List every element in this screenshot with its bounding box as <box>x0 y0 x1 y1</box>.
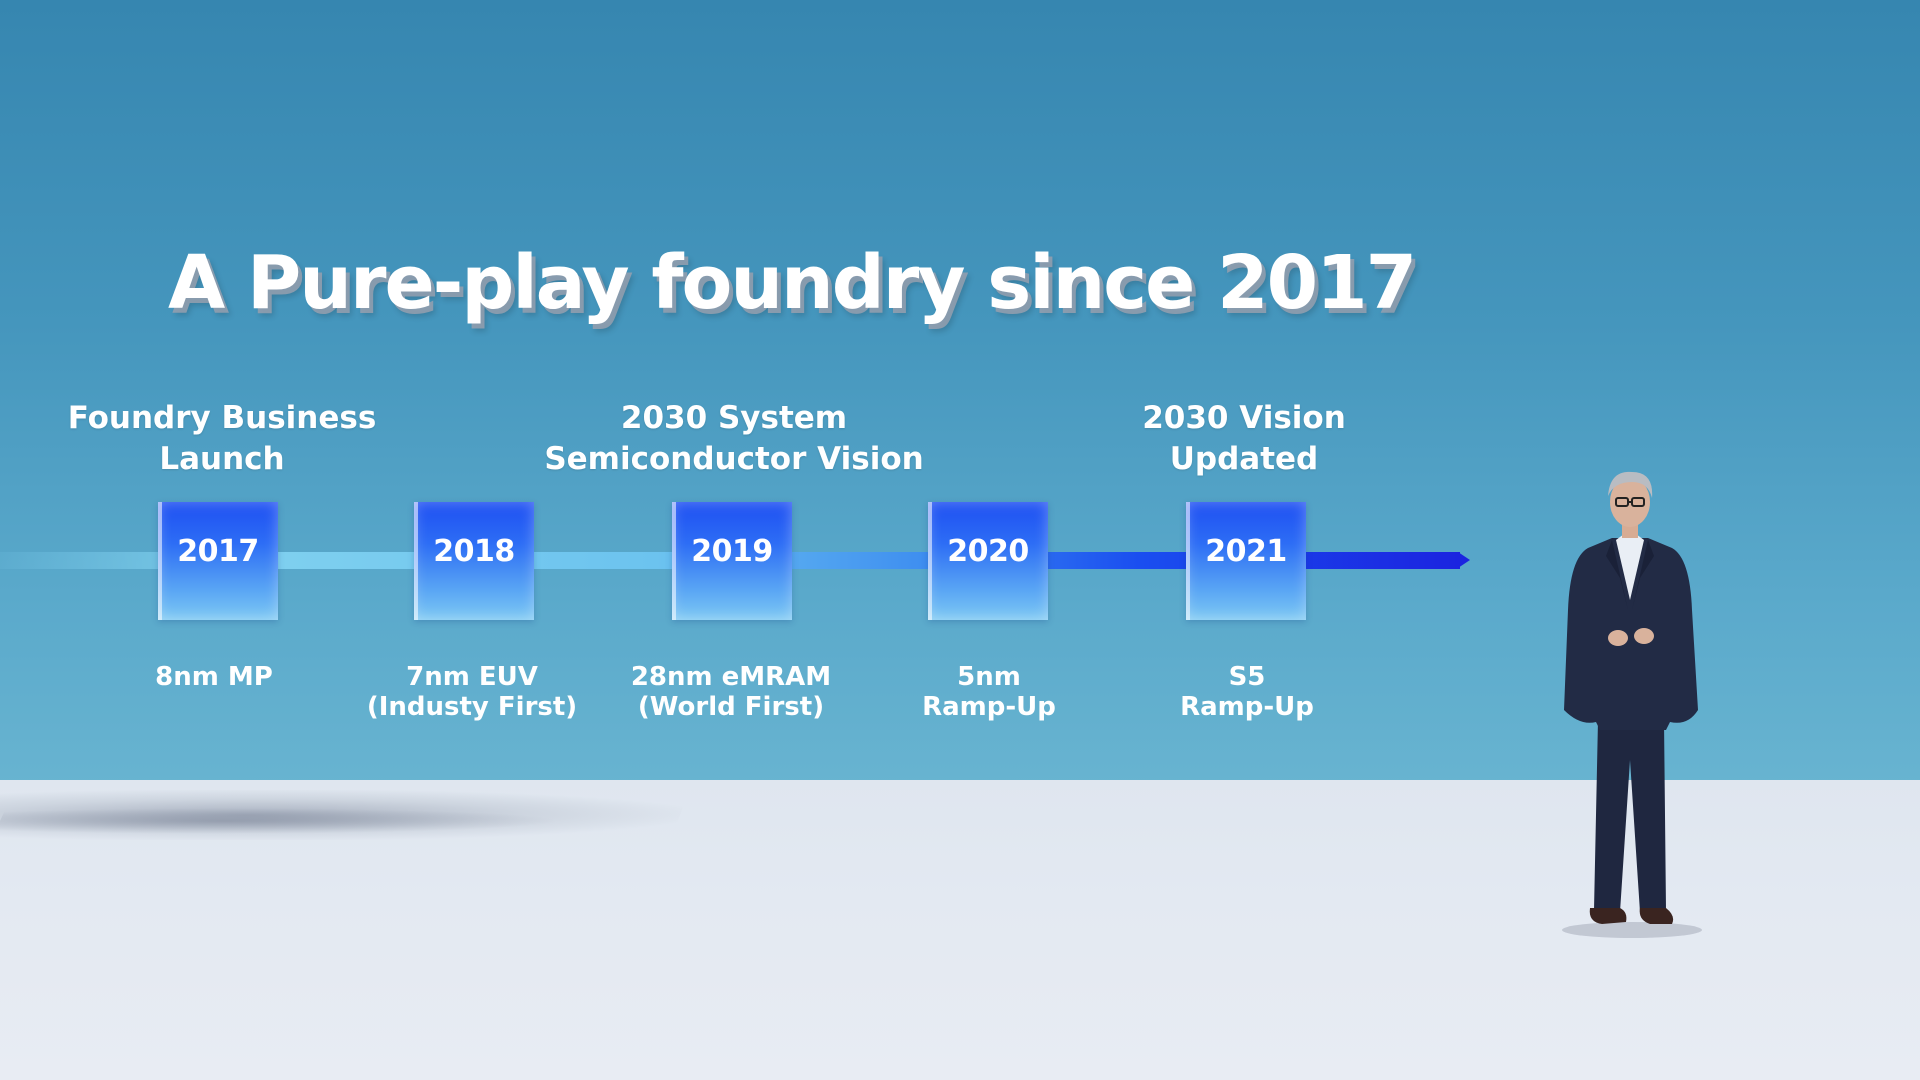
year-label: 2021 <box>1205 534 1287 569</box>
event-line2: Ramp-Up <box>922 692 1056 722</box>
event-line1: 28nm eMRAM <box>630 662 832 692</box>
event-line1: S5 <box>1228 662 1266 692</box>
presenter-figure <box>1562 471 1702 938</box>
milestone-line1: 2030 Vision <box>1142 400 1346 436</box>
year-box-2018: 2018 <box>414 502 534 620</box>
event-line1: 8nm MP <box>155 662 273 692</box>
slide-title: A Pure-play foundry since 2017 <box>168 240 1417 326</box>
event-label-2018: 7nm EUV (Industy First) <box>322 662 622 722</box>
event-line2: Ramp-Up <box>1180 692 1314 722</box>
event-line2: (Industy First) <box>366 692 578 722</box>
event-line1: 5nm <box>957 662 1021 692</box>
year-label: 2020 <box>947 534 1029 569</box>
year-label: 2018 <box>433 534 515 569</box>
year-label: 2017 <box>177 534 259 569</box>
milestone-line2: Updated <box>1169 441 1319 477</box>
year-box-2020: 2020 <box>928 502 1048 620</box>
milestone-label-2019: 2030 System Semiconductor Vision <box>544 398 924 480</box>
milestone-label-2017: Foundry Business Launch <box>32 398 412 480</box>
year-label: 2019 <box>691 534 773 569</box>
floor-shadow-inner <box>0 808 567 834</box>
event-label-2020: 5nm Ramp-Up <box>839 662 1139 722</box>
event-label-2017: 8nm MP <box>64 662 364 692</box>
event-line1: 7nm EUV <box>406 662 538 692</box>
year-box-2017: 2017 <box>158 502 278 620</box>
milestone-line1: 2030 System <box>620 400 848 436</box>
milestone-line1: Foundry Business <box>67 400 377 436</box>
event-line2: (World First) <box>637 692 825 722</box>
event-label-2021: S5 Ramp-Up <box>1097 662 1397 722</box>
timeline-arrow-icon <box>1458 552 1470 568</box>
event-label-2019: 28nm eMRAM (World First) <box>581 662 881 722</box>
milestone-line2: Semiconductor Vision <box>544 441 924 477</box>
milestone-label-2021: 2030 Vision Updated <box>1054 398 1434 480</box>
milestone-line2: Launch <box>159 441 285 477</box>
year-box-2019: 2019 <box>672 502 792 620</box>
year-box-2021: 2021 <box>1186 502 1306 620</box>
